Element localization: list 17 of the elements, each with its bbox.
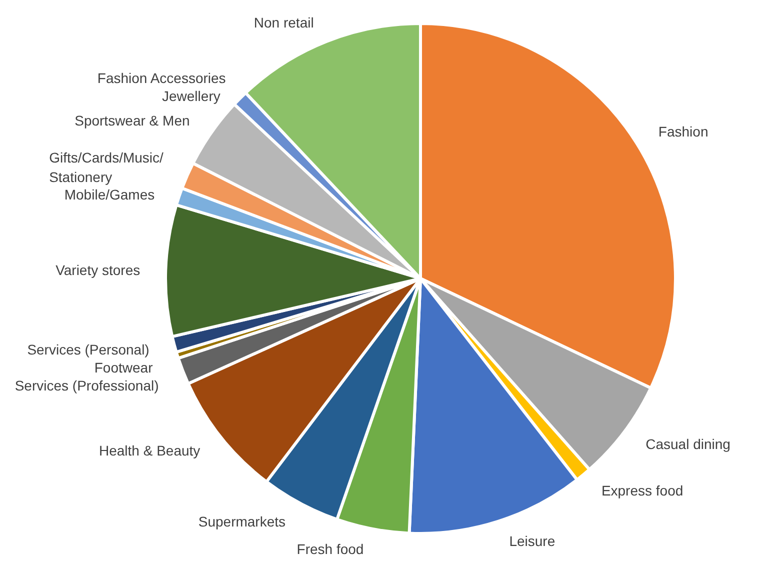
slice-label: Casual dining [646,436,730,452]
category-label: Fashion Accessories [97,70,226,86]
slice-label: Leisure [509,532,556,549]
slice-label: Footwear [94,360,154,376]
slice-label: Express food [601,482,684,498]
slice-label: Sportswear & Men [74,112,190,129]
slice-label: Fashion [658,123,708,140]
slice-label: Services (Personal) [27,342,150,358]
slice-label: Jewellery [162,88,220,104]
slice-label: Health & Beauty [98,442,200,458]
slice-label: Gifts/Cards/Music/ Stationery [49,150,164,185]
slice-label: Services (Professional) [14,378,159,394]
slice-label: Mobile/Games [64,186,155,202]
slice-label: Supermarkets [198,513,286,530]
slice-label: Variety stores [56,262,140,278]
slice-label: Fresh food [296,541,364,557]
slice-label: Non retail [254,14,314,31]
